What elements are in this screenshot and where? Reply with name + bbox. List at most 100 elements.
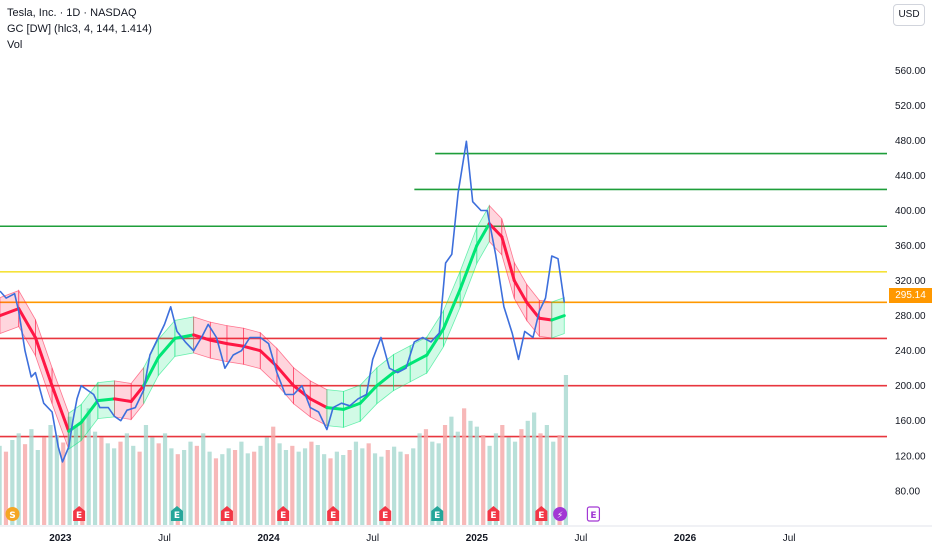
y-tick-label: 200.00 [895, 381, 926, 392]
channel-midline-segment [17, 307, 37, 340]
volume-bar [99, 437, 104, 525]
channel-midline-segment [33, 336, 54, 388]
indicator-legend[interactable]: GC [DW] (hlc3, 4, 144, 1.414) [7, 23, 152, 35]
volume-bar [16, 433, 21, 525]
x-tick-label: 2026 [674, 533, 697, 544]
earnings-event-icon [379, 506, 392, 521]
volume-bar [182, 450, 187, 525]
price-line [0, 140, 566, 463]
dividend-event-icon [553, 507, 568, 521]
volume-bar [175, 454, 180, 525]
volume-bar [162, 433, 168, 525]
volume-bar [404, 454, 409, 525]
channel-midline-segment [512, 279, 529, 304]
volume-bar [353, 441, 359, 525]
price-axis[interactable]: 80.00 120.00 160.00 200.00 240.00 280.00 320.0… [895, 66, 926, 498]
volume-bar [201, 433, 206, 525]
volume-bar [519, 429, 524, 525]
volume-bar [131, 445, 136, 525]
volume-bar [143, 425, 149, 525]
event-marker: E [327, 506, 340, 521]
volume-bar [366, 443, 371, 525]
volume-bar [277, 443, 282, 525]
volume-bar [411, 448, 416, 525]
volume-bar [302, 448, 308, 525]
channel-midline-segment [487, 222, 504, 239]
volume-bar [124, 433, 129, 525]
channel-midline-segment [275, 364, 296, 388]
volume-bar [481, 435, 486, 525]
event-label: E [590, 511, 596, 521]
channel-midline-segment [375, 371, 396, 388]
volume-bar [105, 443, 110, 525]
channel-midline-segment [475, 222, 491, 248]
time-axis[interactable]: 2023 Jul 2024 Jul 2025 Jul 2026 Jul [0, 525, 932, 544]
volume-bar [264, 437, 269, 525]
y-tick-label: 520.00 [895, 101, 926, 112]
channel-midline-segment [242, 344, 262, 353]
volume-bar [29, 429, 34, 525]
volume-bar [137, 451, 142, 525]
volume-bar [213, 458, 219, 525]
y-tick-label: 160.00 [895, 416, 926, 427]
event-marker: E [220, 506, 233, 521]
volume-bar [54, 435, 59, 525]
event-marker: E [170, 506, 183, 521]
volume-bar [322, 454, 327, 525]
volume-legend[interactable]: Vol [7, 39, 23, 51]
event-label: E [330, 511, 336, 521]
volume-bar [112, 448, 117, 525]
volume-bar [118, 441, 123, 525]
event-label: E [174, 511, 180, 521]
volume-bar [430, 441, 435, 525]
y-tick-label: 560.00 [895, 66, 926, 77]
volume-bar [245, 453, 250, 525]
volume-bar [417, 433, 422, 525]
volume-bar [169, 448, 174, 525]
volume-bar [271, 426, 276, 525]
volume-bar [252, 451, 257, 525]
volume-bar [385, 450, 390, 525]
volume-bar [3, 451, 9, 525]
earnings-event-icon [431, 506, 444, 521]
earnings-event-icon [220, 506, 233, 521]
symbol-title[interactable]: Tesla, Inc. · 1D · NASDAQ [7, 7, 137, 19]
y-tick-label: 400.00 [895, 206, 926, 217]
volume-bar [500, 425, 505, 525]
volume-bar [73, 426, 79, 525]
volume-bar [92, 431, 98, 525]
volume-bar [328, 458, 333, 525]
event-label: E [490, 511, 496, 521]
currency-button[interactable]: USD [893, 4, 925, 26]
y-tick-label: 240.00 [895, 346, 926, 357]
volume-bar [512, 441, 518, 525]
channel-midline-segment [500, 235, 516, 283]
volume-bar [188, 441, 193, 525]
channel-midline-segment [156, 336, 177, 360]
volume-bar [290, 445, 295, 525]
event-label: E [280, 511, 286, 521]
y-tick-label: 360.00 [895, 241, 926, 252]
volume-bar [296, 451, 301, 525]
channel-midline-segment [50, 384, 71, 433]
x-tick-label: Jul [158, 533, 171, 544]
x-tick-label: Jul [783, 533, 796, 544]
channel-midline-segment [129, 384, 146, 403]
channel-midline-segment [525, 300, 541, 320]
event-marker: E [73, 506, 86, 521]
volume-bar [372, 453, 378, 525]
last-price-tag: 295.14 [889, 288, 932, 303]
volume-bar [80, 420, 85, 525]
channel-midline-segment [550, 314, 566, 322]
event-marker: E [535, 506, 548, 521]
event-marker: E [277, 506, 290, 521]
volume-bar [557, 435, 562, 525]
volume-bar [61, 442, 66, 525]
earnings-event-icon [327, 506, 340, 521]
event-label: E [382, 511, 388, 521]
volume-bar [544, 425, 549, 525]
event-label: E [538, 511, 544, 521]
volume-bar [220, 454, 225, 525]
earnings-event-icon [535, 506, 548, 521]
